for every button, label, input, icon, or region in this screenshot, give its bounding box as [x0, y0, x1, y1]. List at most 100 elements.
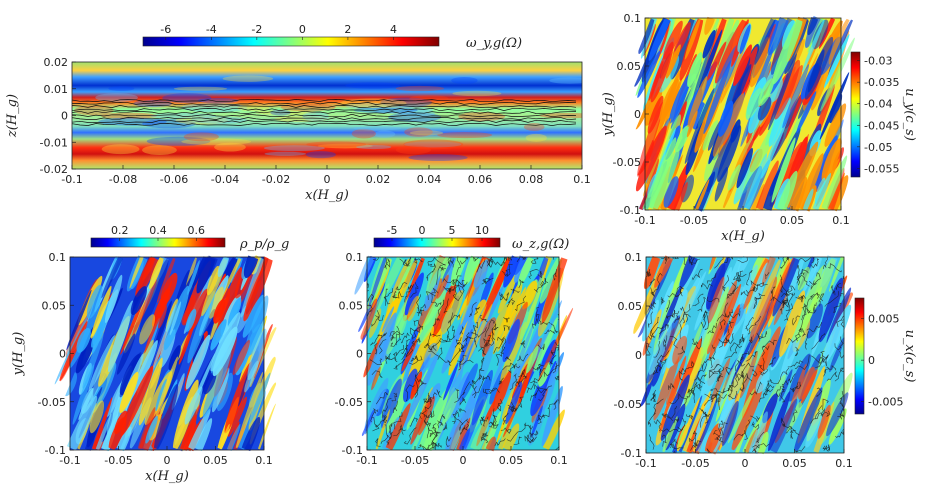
field-streak — [136, 407, 156, 457]
contour-line — [703, 310, 709, 320]
field-streak — [492, 370, 512, 412]
contour-line — [816, 412, 825, 419]
contour-line — [777, 367, 790, 384]
field-streak — [718, 100, 734, 137]
contour-line — [72, 104, 577, 109]
contour-line — [500, 257, 508, 267]
contour-line — [454, 381, 471, 403]
contour-line — [667, 286, 684, 298]
contour-line — [395, 282, 408, 291]
contour-line — [818, 350, 825, 363]
field-streak — [637, 50, 661, 98]
contour-line — [736, 273, 747, 283]
field-streak — [274, 116, 328, 122]
contour-line — [447, 344, 464, 363]
contour-line — [500, 338, 507, 355]
field-streak — [185, 255, 198, 289]
contour-line — [392, 345, 404, 361]
field-streak — [138, 357, 163, 426]
contour-line — [371, 310, 380, 327]
contour-line — [454, 279, 465, 287]
field-streak — [227, 396, 247, 437]
contour-line — [714, 257, 727, 269]
y-tick-label: 0.1 — [49, 251, 67, 264]
contour-line — [526, 380, 538, 394]
field-streak — [702, 29, 716, 59]
contour-line — [522, 257, 527, 261]
contour-line — [392, 290, 398, 299]
contour-line — [722, 384, 738, 394]
contour-line — [726, 286, 739, 300]
contour-line — [72, 107, 577, 112]
field-streak — [505, 381, 523, 425]
field-streak — [381, 378, 402, 429]
contour-line — [437, 356, 452, 366]
contour-line — [756, 330, 767, 340]
contour-line — [703, 394, 714, 406]
y-tick-label: -0.1 — [45, 444, 66, 457]
contour-line — [709, 356, 713, 369]
field-streak — [539, 253, 563, 304]
contour-line — [406, 257, 412, 267]
contour-line — [473, 257, 480, 262]
field-streak — [451, 333, 478, 388]
field-streak — [404, 127, 433, 137]
contour-line — [680, 306, 689, 323]
contour-line — [403, 427, 417, 445]
field-streak — [525, 133, 547, 142]
contour-line — [780, 388, 786, 403]
contour-line — [553, 399, 559, 405]
colorbar-label: ρ_p/ρ_g — [239, 237, 289, 252]
field-streak — [650, 148, 680, 217]
field-streak — [519, 274, 544, 340]
field-streak — [363, 337, 382, 378]
contour-line — [419, 412, 432, 420]
contour-line — [533, 392, 538, 398]
field-streak — [727, 164, 741, 191]
contour-line — [822, 445, 831, 451]
contour-line — [432, 441, 442, 448]
contour-line — [779, 299, 786, 315]
contour-line — [468, 302, 477, 318]
contour-line — [529, 430, 539, 438]
contour-line — [782, 257, 786, 264]
field-streak — [806, 246, 826, 298]
contour-line — [455, 388, 460, 399]
contour-line — [517, 376, 527, 387]
field-streak — [635, 125, 667, 192]
contour-line — [824, 291, 839, 307]
field-streak — [821, 138, 842, 182]
contour-line — [724, 344, 739, 359]
field-streak — [684, 17, 701, 60]
contour-line — [526, 434, 534, 443]
field-streak — [149, 253, 164, 290]
contour-line — [448, 314, 461, 324]
field-streak — [119, 371, 139, 414]
contour-line — [497, 336, 505, 344]
contour-line — [688, 257, 700, 264]
colorbar-tick-label: 0.005 — [868, 313, 900, 326]
field-streak — [793, 387, 823, 454]
contour-line — [529, 426, 535, 441]
field-streak — [168, 345, 181, 371]
field-streak — [479, 317, 497, 349]
contour-line — [790, 431, 794, 440]
contour-line — [458, 344, 465, 352]
contour-line — [840, 293, 844, 297]
contour-line — [422, 394, 432, 414]
contour-line — [416, 309, 425, 317]
x-axis-label: x(H_g) — [721, 229, 765, 244]
contour-line — [835, 429, 844, 439]
x-tick-label: 0.1 — [550, 454, 568, 467]
contour-line — [405, 384, 415, 402]
x-tick-label: -0.1 — [635, 457, 656, 470]
contour-line — [823, 368, 830, 377]
contour-line — [448, 284, 459, 292]
field-streak — [637, 102, 664, 177]
contour-line — [493, 342, 503, 354]
contour-line — [502, 412, 509, 425]
contour-line — [735, 359, 746, 371]
field-streak — [727, 388, 755, 444]
field-streak — [748, 106, 762, 134]
contour-line — [498, 377, 504, 385]
